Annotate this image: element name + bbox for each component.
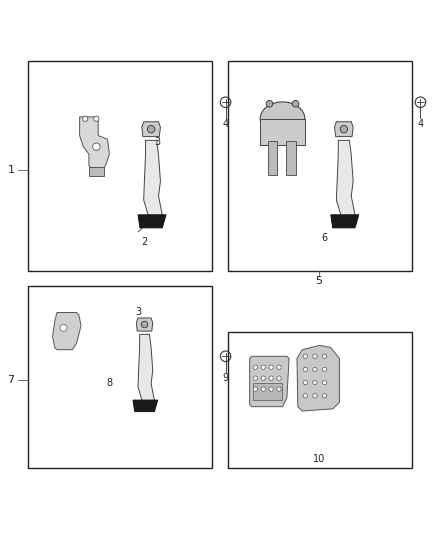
Text: 2: 2 xyxy=(141,237,148,247)
Polygon shape xyxy=(80,117,110,173)
Circle shape xyxy=(277,376,281,381)
Polygon shape xyxy=(331,215,359,228)
Text: 6: 6 xyxy=(321,233,327,243)
Circle shape xyxy=(94,116,99,122)
Bar xyxy=(228,61,412,271)
Circle shape xyxy=(303,354,307,359)
Circle shape xyxy=(303,381,307,385)
Circle shape xyxy=(261,376,265,381)
Circle shape xyxy=(313,354,317,359)
Text: 5: 5 xyxy=(315,276,322,286)
Polygon shape xyxy=(136,318,153,331)
Text: 4: 4 xyxy=(223,119,229,129)
Bar xyxy=(253,383,282,400)
Polygon shape xyxy=(142,122,160,136)
Circle shape xyxy=(83,116,88,122)
Text: 4: 4 xyxy=(417,119,424,129)
Circle shape xyxy=(322,354,327,359)
Bar xyxy=(28,286,212,468)
Bar xyxy=(89,167,104,176)
Text: 10: 10 xyxy=(313,454,325,464)
Circle shape xyxy=(277,365,281,369)
Circle shape xyxy=(141,321,148,328)
Bar xyxy=(28,61,212,271)
Circle shape xyxy=(322,381,327,385)
Circle shape xyxy=(261,365,265,369)
Text: 3: 3 xyxy=(135,308,141,318)
Circle shape xyxy=(147,125,155,133)
Polygon shape xyxy=(336,140,355,219)
Circle shape xyxy=(322,367,327,372)
Text: 1: 1 xyxy=(7,165,14,175)
Circle shape xyxy=(340,125,348,133)
Polygon shape xyxy=(144,140,162,219)
Bar xyxy=(268,141,277,174)
Polygon shape xyxy=(335,122,353,136)
Text: 8: 8 xyxy=(106,377,113,387)
Circle shape xyxy=(277,387,281,391)
Bar xyxy=(260,119,305,145)
Circle shape xyxy=(313,393,317,398)
Bar xyxy=(286,141,296,174)
Circle shape xyxy=(261,387,265,391)
Circle shape xyxy=(269,365,273,369)
Circle shape xyxy=(322,393,327,398)
Circle shape xyxy=(253,365,258,369)
Polygon shape xyxy=(138,215,166,228)
Bar xyxy=(228,332,412,468)
Polygon shape xyxy=(297,345,339,411)
Text: 3: 3 xyxy=(155,136,161,147)
Circle shape xyxy=(303,367,307,372)
Circle shape xyxy=(292,100,299,107)
Circle shape xyxy=(269,376,273,381)
Polygon shape xyxy=(133,400,158,411)
Text: 7: 7 xyxy=(7,375,14,385)
Circle shape xyxy=(266,100,273,107)
Polygon shape xyxy=(250,356,289,407)
Text: 9: 9 xyxy=(223,373,229,383)
Circle shape xyxy=(253,387,258,391)
Circle shape xyxy=(313,367,317,372)
Circle shape xyxy=(93,143,100,150)
Polygon shape xyxy=(138,334,154,403)
Circle shape xyxy=(60,324,67,332)
Ellipse shape xyxy=(260,102,305,135)
Circle shape xyxy=(253,376,258,381)
Polygon shape xyxy=(53,312,81,350)
Circle shape xyxy=(313,381,317,385)
Circle shape xyxy=(303,393,307,398)
Circle shape xyxy=(269,387,273,391)
